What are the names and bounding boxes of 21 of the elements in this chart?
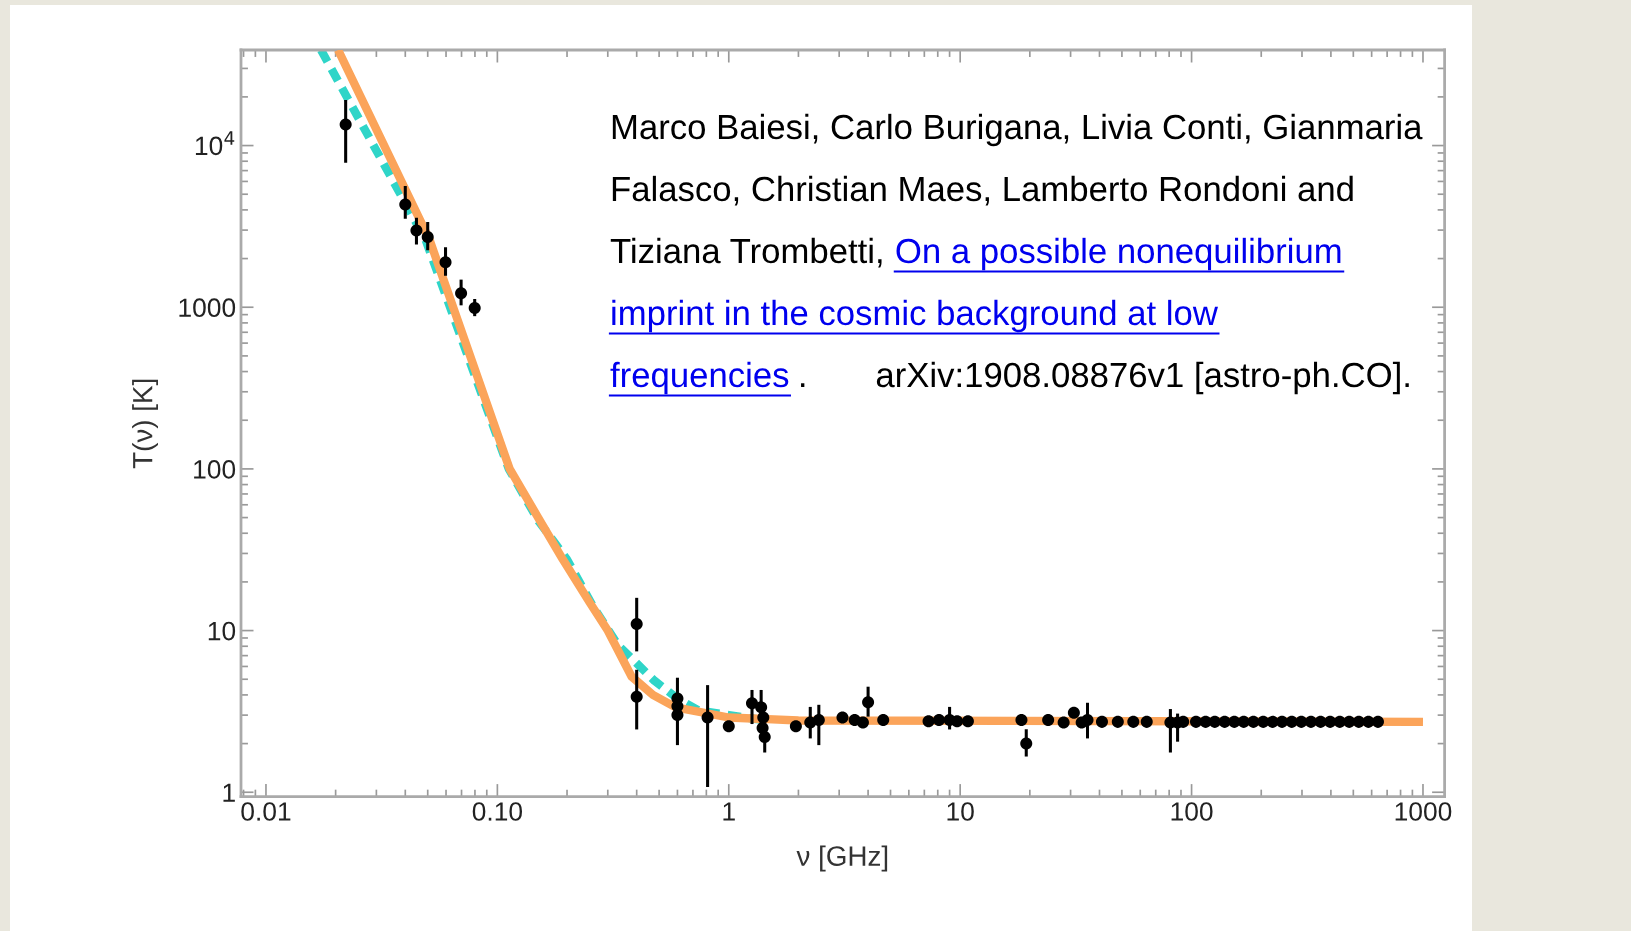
y-tick-label: 10	[208, 621, 236, 641]
x-tick-label: 1	[723, 802, 735, 821]
annotation: Tiziana Trombetti,	[610, 237, 882, 268]
annotation: On a possible nonequilibrium	[896, 237, 1341, 271]
x-axis-title: ν [GHz]	[796, 845, 888, 872]
x-tick-label: 100	[1171, 802, 1213, 821]
annotation: .	[801, 383, 805, 387]
y-axis-title: T(ν) [K]	[132, 379, 158, 469]
x-tick-label: 10	[947, 802, 974, 821]
y-tick-label: 1	[223, 783, 235, 802]
annotation: Marco Baiesi, Carlo Burigana, Livia Conti, Gianmaria	[612, 113, 1423, 147]
x-tick-label: 1000	[1395, 802, 1452, 821]
annotation: imprint in the cosmic background at low	[612, 299, 1218, 333]
annotation: frequencies	[610, 361, 789, 395]
x-tick-label: 0.10	[472, 802, 523, 821]
x-tick-label: 0.01	[241, 802, 291, 821]
y-tick-label: 100	[194, 460, 236, 479]
annotation: arXiv:1908.08876v1 [astro-ph.CO].	[876, 361, 1409, 395]
annotation: Falasco, Christian Maes, Lamberto Rondoni and	[612, 175, 1353, 206]
y-tick-label: 1000	[179, 298, 236, 318]
y-tick-label: 10$^{4}$	[195, 131, 235, 156]
